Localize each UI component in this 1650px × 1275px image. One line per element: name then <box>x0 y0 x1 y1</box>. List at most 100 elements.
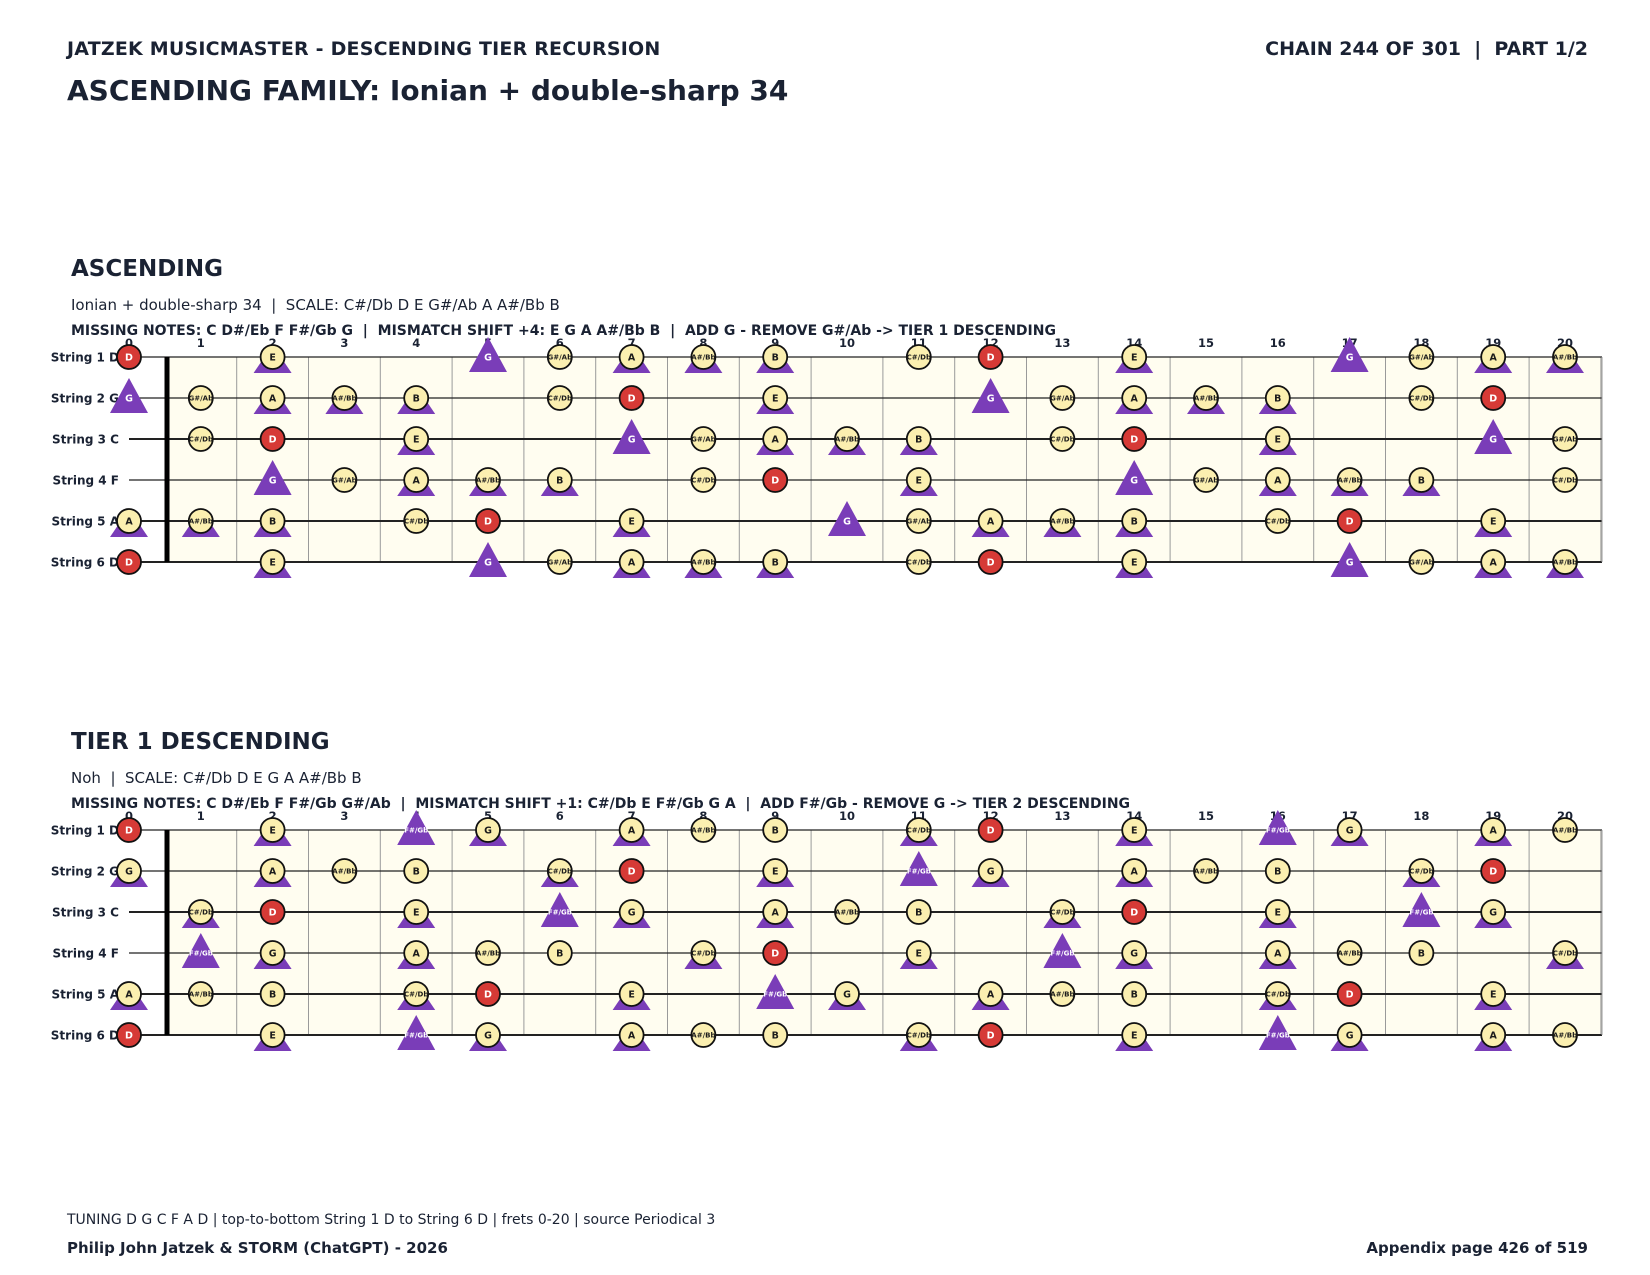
note-label: E <box>628 517 635 528</box>
fret-number: 9 <box>771 809 779 823</box>
note-marker-b: B <box>762 817 789 843</box>
note-marker-gs-ab: G#/Ab <box>905 508 932 534</box>
note-marker-e: E <box>899 467 938 496</box>
note-marker-g: G <box>1474 899 1513 928</box>
fret-number: 15 <box>1198 336 1214 350</box>
note-marker-b: B <box>1402 467 1441 496</box>
note-marker-as-bb: A#/Bb <box>1043 508 1082 537</box>
note-marker-g: G <box>1330 542 1369 577</box>
note-marker-e: E <box>1115 1022 1154 1051</box>
note-label: D <box>1346 517 1354 528</box>
note-marker-a: A <box>110 981 148 1010</box>
note-marker-d: D <box>1480 385 1507 411</box>
note-marker-b: B <box>1408 940 1435 966</box>
note-circle <box>403 940 430 966</box>
string-label: String 6 D <box>51 556 119 570</box>
note-label: A <box>1490 558 1498 569</box>
note-marker-g: G <box>110 378 148 413</box>
note-circle <box>403 467 430 493</box>
note-label: D <box>1346 990 1354 1001</box>
note-label: A <box>1490 353 1498 364</box>
note-label: G <box>1346 1031 1354 1042</box>
note-marker-cs-db: C#/Db <box>690 467 717 493</box>
note-circle <box>1121 940 1148 966</box>
note-label: A <box>772 908 780 919</box>
note-label: D <box>484 517 492 528</box>
note-circle <box>475 1022 501 1048</box>
note-circle <box>259 858 286 884</box>
note-marker-cs-db: C#/Db <box>403 508 430 534</box>
note-label: F#/Gb <box>1266 827 1290 835</box>
note-marker-b: B <box>899 426 938 455</box>
note-marker-e: E <box>899 940 938 969</box>
note-marker-g: G <box>971 858 1010 887</box>
note-circle <box>1552 1022 1578 1048</box>
note-circle <box>1264 426 1291 452</box>
note-label: A#/Bb <box>1553 827 1577 835</box>
note-circle <box>116 508 142 534</box>
note-label: G <box>1130 476 1138 487</box>
note-label: A#/Bb <box>691 827 715 835</box>
note-marker-fs-gb: F#/Gb <box>756 974 795 1009</box>
note-circle <box>403 426 430 452</box>
note-marker-d: D <box>618 858 645 884</box>
note-label: G <box>1489 435 1497 446</box>
note-marker-gs-ab: G#/Ab <box>546 344 573 370</box>
note-circle <box>905 467 932 493</box>
note-label: A <box>269 867 277 878</box>
string-label: String 2 G <box>51 392 119 406</box>
note-label: A <box>628 826 636 837</box>
note-label: C#/Db <box>189 909 213 917</box>
note-marker-as-bb: A#/Bb <box>1330 467 1369 496</box>
note-marker-cs-db: C#/Db <box>905 344 932 370</box>
note-circle <box>762 899 789 925</box>
note-label: D <box>484 990 492 1001</box>
note-circle <box>475 467 501 493</box>
note-circle <box>1121 1022 1148 1048</box>
note-circle <box>1193 385 1219 411</box>
note-circle <box>977 508 1004 534</box>
fret-number: 7 <box>628 336 636 350</box>
note-label: A <box>1131 867 1139 878</box>
section-subtitle-tier1: Noh | SCALE: C#/Db D E G A A#/Bb B <box>71 769 362 787</box>
fret-number: 2 <box>269 336 277 350</box>
note-label: A#/Bb <box>1553 559 1577 567</box>
note-label: C#/Db <box>1409 395 1433 403</box>
note-marker-as-bb: A#/Bb <box>1193 858 1219 884</box>
note-marker-gs-ab: G#/Ab <box>1049 385 1076 411</box>
note-marker-a: A <box>1115 858 1154 887</box>
note-label: F#/Gb <box>404 827 428 835</box>
string-label: String 3 C <box>52 433 119 447</box>
note-label: C#/Db <box>1050 909 1074 917</box>
note-marker-d: D <box>762 467 789 493</box>
root-circle <box>1480 385 1507 411</box>
note-marker-cs-db: C#/Db <box>1049 426 1076 452</box>
note-marker-d: D <box>1480 858 1507 884</box>
note-marker-gs-ab: G#/Ab <box>1193 467 1219 493</box>
note-marker-a: A <box>253 858 292 887</box>
note-marker-fs-gb: F#/Gb <box>540 892 579 927</box>
note-label: E <box>269 826 276 837</box>
note-label: E <box>413 908 420 919</box>
note-marker-fs-gb: F#/Gb <box>1258 1015 1297 1050</box>
note-label: G <box>1130 949 1138 960</box>
note-marker-a: A <box>612 1022 651 1051</box>
note-label: A#/Bb <box>1050 991 1074 999</box>
note-marker-b: B <box>905 899 932 925</box>
note-label: D <box>269 435 277 446</box>
root-circle <box>475 981 501 1007</box>
note-circle <box>762 858 789 884</box>
note-label: D <box>1130 435 1138 446</box>
note-marker-e: E <box>253 549 292 578</box>
note-circle <box>1049 899 1076 925</box>
note-label: G <box>125 867 133 878</box>
triangle-marker <box>1258 810 1297 845</box>
note-label: E <box>628 990 635 1001</box>
note-marker-d: D <box>1336 508 1363 534</box>
note-marker-cs-db: C#/Db <box>546 385 573 411</box>
note-marker-a: A <box>756 426 795 455</box>
note-marker-g: G <box>110 858 148 887</box>
note-marker-d: D <box>116 1022 142 1048</box>
note-label: F#/Gb <box>404 1032 428 1040</box>
root-circle <box>1480 858 1507 884</box>
